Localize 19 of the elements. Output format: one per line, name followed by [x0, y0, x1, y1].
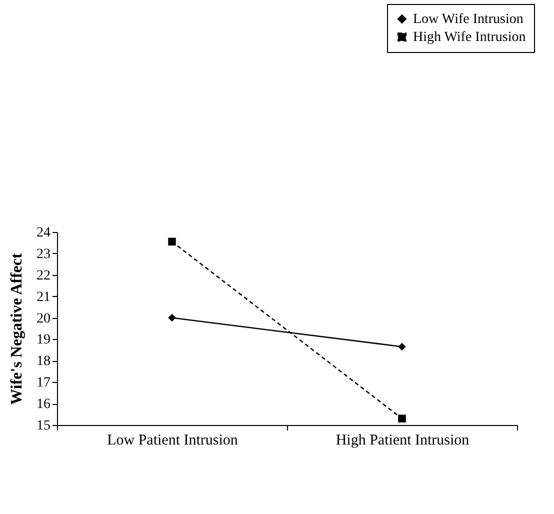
- y-tick-label: 21: [36, 290, 50, 305]
- point: [398, 414, 406, 422]
- y-tick-label: 20: [36, 311, 50, 326]
- y-tick-label: 19: [36, 332, 50, 348]
- legend-label: Low Wife Intrusion: [413, 12, 524, 27]
- y-tick-label: 22: [36, 268, 50, 284]
- point: [168, 314, 176, 322]
- y-tick-label: 18: [36, 354, 50, 370]
- x-tick-label: High Patient Intrusion: [336, 432, 470, 448]
- y-tick-label: 24: [36, 226, 50, 240]
- point: [398, 342, 406, 351]
- legend-label: High Wife Intrusion: [413, 30, 526, 45]
- y-tick-label: 15: [36, 418, 50, 434]
- x-tick-label: Low Patient Intrusion: [107, 432, 238, 448]
- y-tick-label: 17: [36, 376, 50, 391]
- y-tick-label: 23: [36, 246, 50, 262]
- point: [168, 238, 176, 246]
- y-axis-title: Wife's Negative Affect: [8, 252, 26, 405]
- y-tick-label: 16: [36, 397, 50, 412]
